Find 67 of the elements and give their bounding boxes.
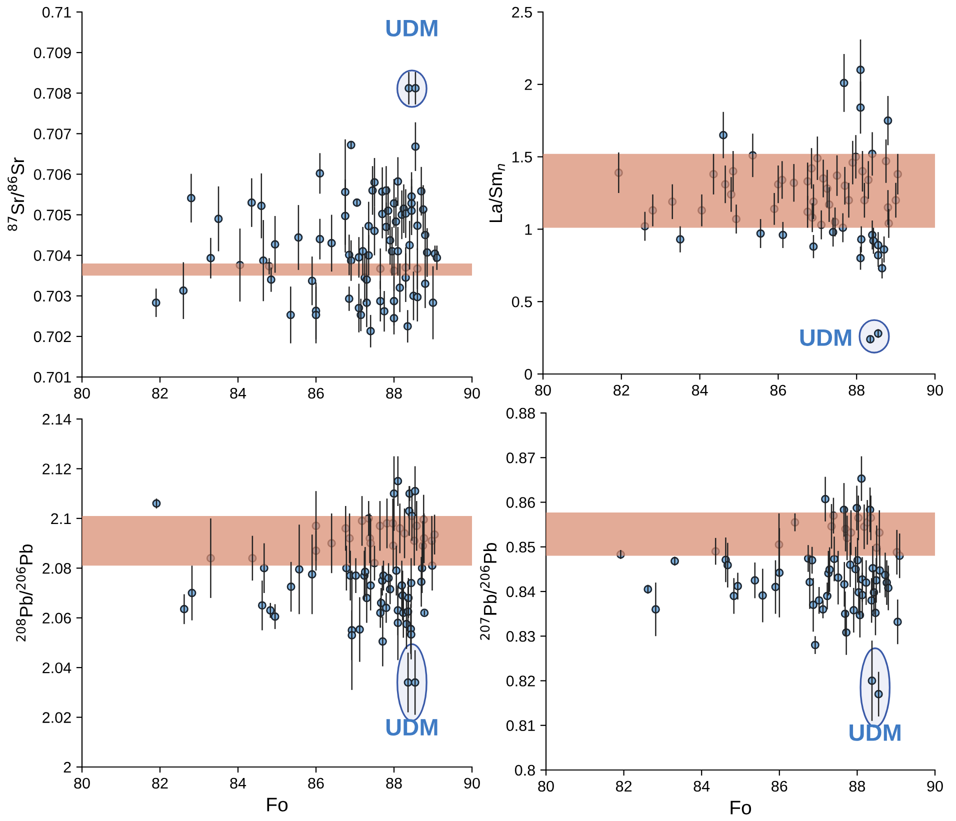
y-tick-label: 2.1 <box>51 513 71 524</box>
y-tick-label: 0.707 <box>34 128 71 140</box>
x-axis-title: Fo <box>730 800 752 814</box>
annotation: UDM <box>386 719 438 736</box>
y-tick-label: 0.83 <box>506 630 535 642</box>
x-tick-label: 88 <box>386 388 402 399</box>
y-tick-label: 2.02 <box>42 712 71 723</box>
y-tick-label: 2.04 <box>42 662 72 674</box>
y-tick-label: 0.708 <box>34 88 71 99</box>
y-tick-label: 0.86 <box>506 497 535 508</box>
x-tick-label: 82 <box>614 384 630 396</box>
y-axis-title: $^{87}$Sr/$^{86}$Sr <box>8 158 24 231</box>
x-tick-label: 90 <box>927 384 943 396</box>
x-tick-label: 84 <box>694 780 710 792</box>
y-tick-label: 0.85 <box>506 542 535 553</box>
y-tick-label: 0.709 <box>34 47 71 58</box>
y-tick-label: 2.14 <box>42 414 72 425</box>
y-tick-label: 0.88 <box>506 408 535 419</box>
x-tick-label: 90 <box>464 388 480 399</box>
y-axis-title: $^{207}$Pb/$^{206}$Pb <box>480 542 497 640</box>
y-tick-label: 0.84 <box>506 586 536 598</box>
x-tick-label: 82 <box>616 780 632 792</box>
y-tick-label: 2.12 <box>42 464 71 474</box>
y-tick-label: 1 <box>525 224 532 235</box>
y-tick-label: 0.702 <box>34 331 71 342</box>
annotation: UDM <box>850 724 900 741</box>
x-tick-label: 82 <box>152 388 168 399</box>
y-tick-label: 0.71 <box>42 6 71 18</box>
annotation: UDM <box>800 329 852 346</box>
y-tick-label: 0.703 <box>34 290 71 302</box>
y-tick-label: 0.87 <box>506 452 535 464</box>
x-tick-label: 86 <box>308 388 324 399</box>
annotation: UDM <box>386 20 438 37</box>
y-axis-title: $^{208}$Pb/$^{206}$Pb <box>16 544 33 642</box>
x-tick-label: 90 <box>464 778 480 789</box>
x-tick-label: 88 <box>848 384 864 396</box>
x-tick-label: 88 <box>386 778 402 789</box>
x-tick-label: 84 <box>230 778 246 789</box>
x-tick-label: 82 <box>152 778 168 789</box>
y-tick-label: 0.706 <box>34 169 71 180</box>
y-tick-label: 0.81 <box>506 720 535 732</box>
x-tick-label: 88 <box>849 780 866 792</box>
y-axis-title: La/Sm$_{n}$ <box>488 164 505 222</box>
y-tick-label: 0 <box>524 368 532 380</box>
x-tick-label: 80 <box>538 780 554 792</box>
x-tick-label: 90 <box>927 780 943 792</box>
y-tick-label: 2.08 <box>42 563 71 574</box>
y-tick-label: 2 <box>524 79 532 90</box>
x-tick-label: 84 <box>692 384 708 396</box>
y-tick-label: 0.5 <box>512 296 532 308</box>
y-tick-label: 1.5 <box>512 152 532 162</box>
x-tick-label: 80 <box>535 384 551 396</box>
y-tick-label: 0.701 <box>34 372 71 383</box>
x-axis-title: Fo <box>267 798 288 812</box>
y-tick-label: 2 <box>64 762 71 773</box>
x-tick-label: 80 <box>74 778 90 789</box>
y-tick-label: 0.704 <box>34 250 72 262</box>
y-tick-label: 0.82 <box>506 676 535 686</box>
x-tick-label: 84 <box>230 388 246 399</box>
y-tick-label: 0.8 <box>514 764 535 776</box>
y-tick-label: 2.06 <box>42 612 71 624</box>
x-tick-label: 80 <box>74 388 90 399</box>
y-tick-label: 0.705 <box>34 210 71 220</box>
y-tick-label: 2.5 <box>512 6 532 18</box>
x-tick-label: 86 <box>772 780 788 792</box>
x-tick-label: 86 <box>770 384 786 396</box>
x-tick-label: 86 <box>308 778 324 789</box>
